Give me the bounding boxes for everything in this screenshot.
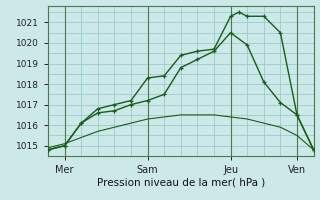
X-axis label: Pression niveau de la mer( hPa ): Pression niveau de la mer( hPa ) <box>97 178 265 188</box>
